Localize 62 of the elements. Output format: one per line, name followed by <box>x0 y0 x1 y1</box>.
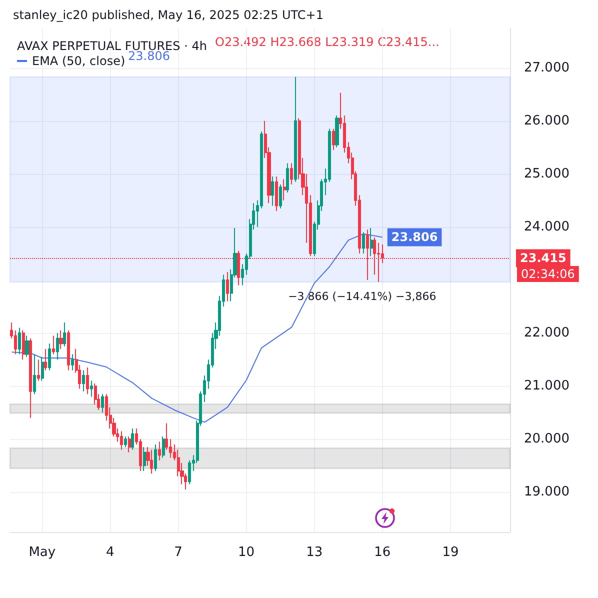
candlestick <box>150 449 153 474</box>
chart-subtitle: stanley_ic20 published, May 16, 2025 02:25 UTC+1 <box>13 8 324 22</box>
candlestick <box>56 332 59 360</box>
candlestick <box>33 354 36 395</box>
candlestick <box>101 394 104 414</box>
y-tick-label: 26.000 <box>524 113 570 128</box>
candlestick <box>25 335 29 358</box>
candlestick <box>59 330 63 350</box>
x-tick-label: May <box>28 545 56 560</box>
candlestick <box>158 441 161 461</box>
candlestick <box>226 272 229 302</box>
x-tick-label: 7 <box>174 545 182 560</box>
x-tick-label: 4 <box>106 545 114 560</box>
candlestick <box>162 436 165 458</box>
candlestick <box>275 176 278 212</box>
x-tick-label: 10 <box>238 545 255 560</box>
candlestick <box>29 338 32 418</box>
candlestick <box>120 430 123 450</box>
x-tick-label: 16 <box>374 545 391 560</box>
x-tick-label: 13 <box>306 545 323 560</box>
candlestick <box>86 367 89 395</box>
y-tick-label: 19.000 <box>524 484 570 500</box>
y-tick-label: 27.000 <box>524 60 570 76</box>
candlestick <box>370 228 373 257</box>
annotation: O23.492 H23.668 L23.319 C23.415... <box>215 35 440 49</box>
y-tick-label: 21.000 <box>524 378 570 394</box>
candlestick <box>279 184 282 209</box>
candlestick <box>41 356 44 382</box>
candlestick <box>124 436 127 448</box>
candlestick <box>44 348 47 371</box>
candlestick <box>82 370 85 392</box>
candlestick <box>52 335 55 355</box>
y-tick-label: 24.000 <box>524 219 570 234</box>
y-tick-label: 20.000 <box>524 432 570 447</box>
annotation: 23.806 <box>128 49 170 63</box>
candlestick <box>128 436 131 453</box>
text: 02:34:06 <box>521 266 575 281</box>
ref-line-label: 23.415 <box>520 251 566 266</box>
candlestick <box>90 380 93 398</box>
candlestick <box>22 330 25 360</box>
candlestick <box>362 232 365 254</box>
candlestick <box>154 444 157 472</box>
candlestick <box>143 446 146 472</box>
y-tick-label: 25.000 <box>524 166 570 182</box>
candlestick <box>286 162 289 193</box>
candlestick <box>332 128 335 151</box>
y-tick-label: 22.000 <box>524 326 570 341</box>
x-tick-label: 19 <box>442 545 459 560</box>
candlestick <box>131 428 134 450</box>
candlestick <box>48 343 51 371</box>
candlestick <box>290 162 293 186</box>
candlestick <box>71 354 74 371</box>
data-label: 23.806 <box>391 230 438 244</box>
candlestick <box>63 322 66 347</box>
candlestick <box>271 176 274 206</box>
candlestick <box>37 359 40 382</box>
candlestick <box>294 76 297 182</box>
candlestick <box>283 178 286 201</box>
candlestick <box>18 327 21 355</box>
legend-label: EMA (50, close) <box>32 54 126 68</box>
candlestick <box>67 330 70 371</box>
candlestick <box>335 115 339 148</box>
